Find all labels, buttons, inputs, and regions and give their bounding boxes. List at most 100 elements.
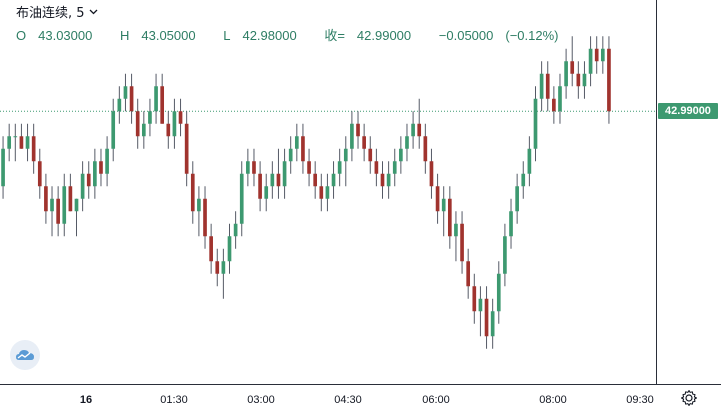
candle	[25, 123, 30, 162]
candle	[129, 73, 134, 124]
chevron-down-icon[interactable]	[89, 3, 98, 23]
candle-body-up	[386, 173, 391, 187]
symbol-title[interactable]: 布油连续, 5	[16, 6, 85, 21]
candle-body-up	[288, 148, 293, 162]
candle-body-down	[545, 73, 550, 99]
candle	[454, 211, 458, 262]
candle	[386, 161, 391, 199]
candle	[399, 136, 403, 174]
candle	[7, 123, 12, 162]
candle-body-up	[350, 123, 354, 149]
candle	[221, 248, 226, 299]
candle-body-up	[503, 236, 507, 274]
candle	[509, 198, 513, 249]
open-value: O 43.03000	[16, 28, 93, 43]
candle-body-down	[460, 223, 464, 262]
candle	[252, 148, 256, 187]
time-tick-label: 04:30	[334, 394, 362, 406]
candle-body-up	[343, 148, 348, 162]
candle-body-down	[209, 236, 213, 262]
candle	[50, 186, 54, 237]
candle-body-up	[80, 173, 85, 199]
candle	[197, 186, 201, 237]
candle	[319, 173, 324, 212]
candle	[594, 36, 599, 74]
candle	[203, 186, 207, 249]
candle-body-down	[56, 198, 60, 224]
candle-body-down	[68, 186, 73, 212]
candle-body-up	[264, 186, 269, 199]
candle	[515, 173, 519, 224]
candle	[19, 123, 24, 149]
candle	[374, 148, 379, 187]
candle	[350, 111, 354, 162]
candle-body-down	[447, 198, 452, 237]
candle	[570, 36, 575, 87]
candle-body-up	[527, 148, 532, 174]
candle	[282, 148, 287, 199]
candle-body-down	[362, 136, 366, 149]
candle	[417, 98, 422, 149]
time-tick-label: 09:30	[626, 394, 654, 406]
time-tick-label: 01:30	[160, 394, 188, 406]
candle-body-up	[515, 186, 519, 212]
time-axis-border	[0, 384, 721, 385]
candle	[74, 198, 79, 237]
candle-body-down	[576, 73, 581, 87]
candle	[258, 161, 262, 212]
candle-body-up	[111, 111, 116, 149]
candle	[239, 161, 244, 237]
candle-body-up	[246, 161, 250, 174]
candle	[209, 223, 213, 274]
candle-body-up	[411, 123, 415, 137]
gear-icon[interactable]	[680, 389, 698, 407]
price-axis-border	[656, 0, 657, 384]
time-tick-label: 16	[79, 394, 93, 406]
candle	[13, 123, 18, 162]
candle	[80, 161, 85, 212]
candle	[172, 98, 177, 149]
candle-body-down	[570, 61, 575, 74]
candle	[343, 136, 348, 187]
candle-body-up	[227, 236, 232, 262]
candle-body-up	[270, 173, 275, 187]
candle-body-down	[484, 298, 489, 337]
tradingview-cloud-icon[interactable]	[10, 340, 40, 370]
candle	[405, 123, 409, 162]
candle-body-down	[374, 161, 379, 174]
candle-body-down	[313, 173, 318, 187]
candle-body-up	[441, 198, 446, 212]
candle-body-up	[509, 211, 513, 237]
ohlc-readout: O 43.03000 H 43.05000 L 42.98000 收= 42.99000…	[16, 26, 571, 46]
candle	[478, 286, 483, 337]
candle	[44, 173, 48, 224]
symbol-row: 布油连续, 5	[16, 4, 571, 24]
candle-body-down	[258, 173, 262, 199]
candle	[227, 223, 232, 274]
candle-body-down	[129, 86, 134, 112]
low-value: L 42.98000	[223, 28, 297, 43]
candle	[539, 61, 544, 112]
candle-body-up	[1, 148, 5, 187]
candle	[392, 148, 397, 187]
candle-body-up	[233, 223, 238, 237]
candle	[380, 161, 385, 199]
candle	[68, 173, 73, 212]
candle-body-up	[105, 148, 109, 174]
candle-body-up	[600, 48, 605, 62]
candle	[331, 161, 336, 199]
candle	[62, 173, 67, 237]
candle	[503, 223, 507, 287]
candle-body-down	[356, 123, 360, 137]
candle-body-up	[93, 161, 97, 187]
candle-body-down	[160, 86, 165, 124]
candle-body-up	[558, 86, 562, 112]
time-tick-label: 06:00	[422, 394, 450, 406]
candle-body-up	[496, 273, 501, 312]
candle	[264, 173, 269, 212]
candle-body-down	[19, 136, 24, 149]
candle-body-down	[31, 136, 36, 162]
candle-body-up	[564, 61, 568, 87]
